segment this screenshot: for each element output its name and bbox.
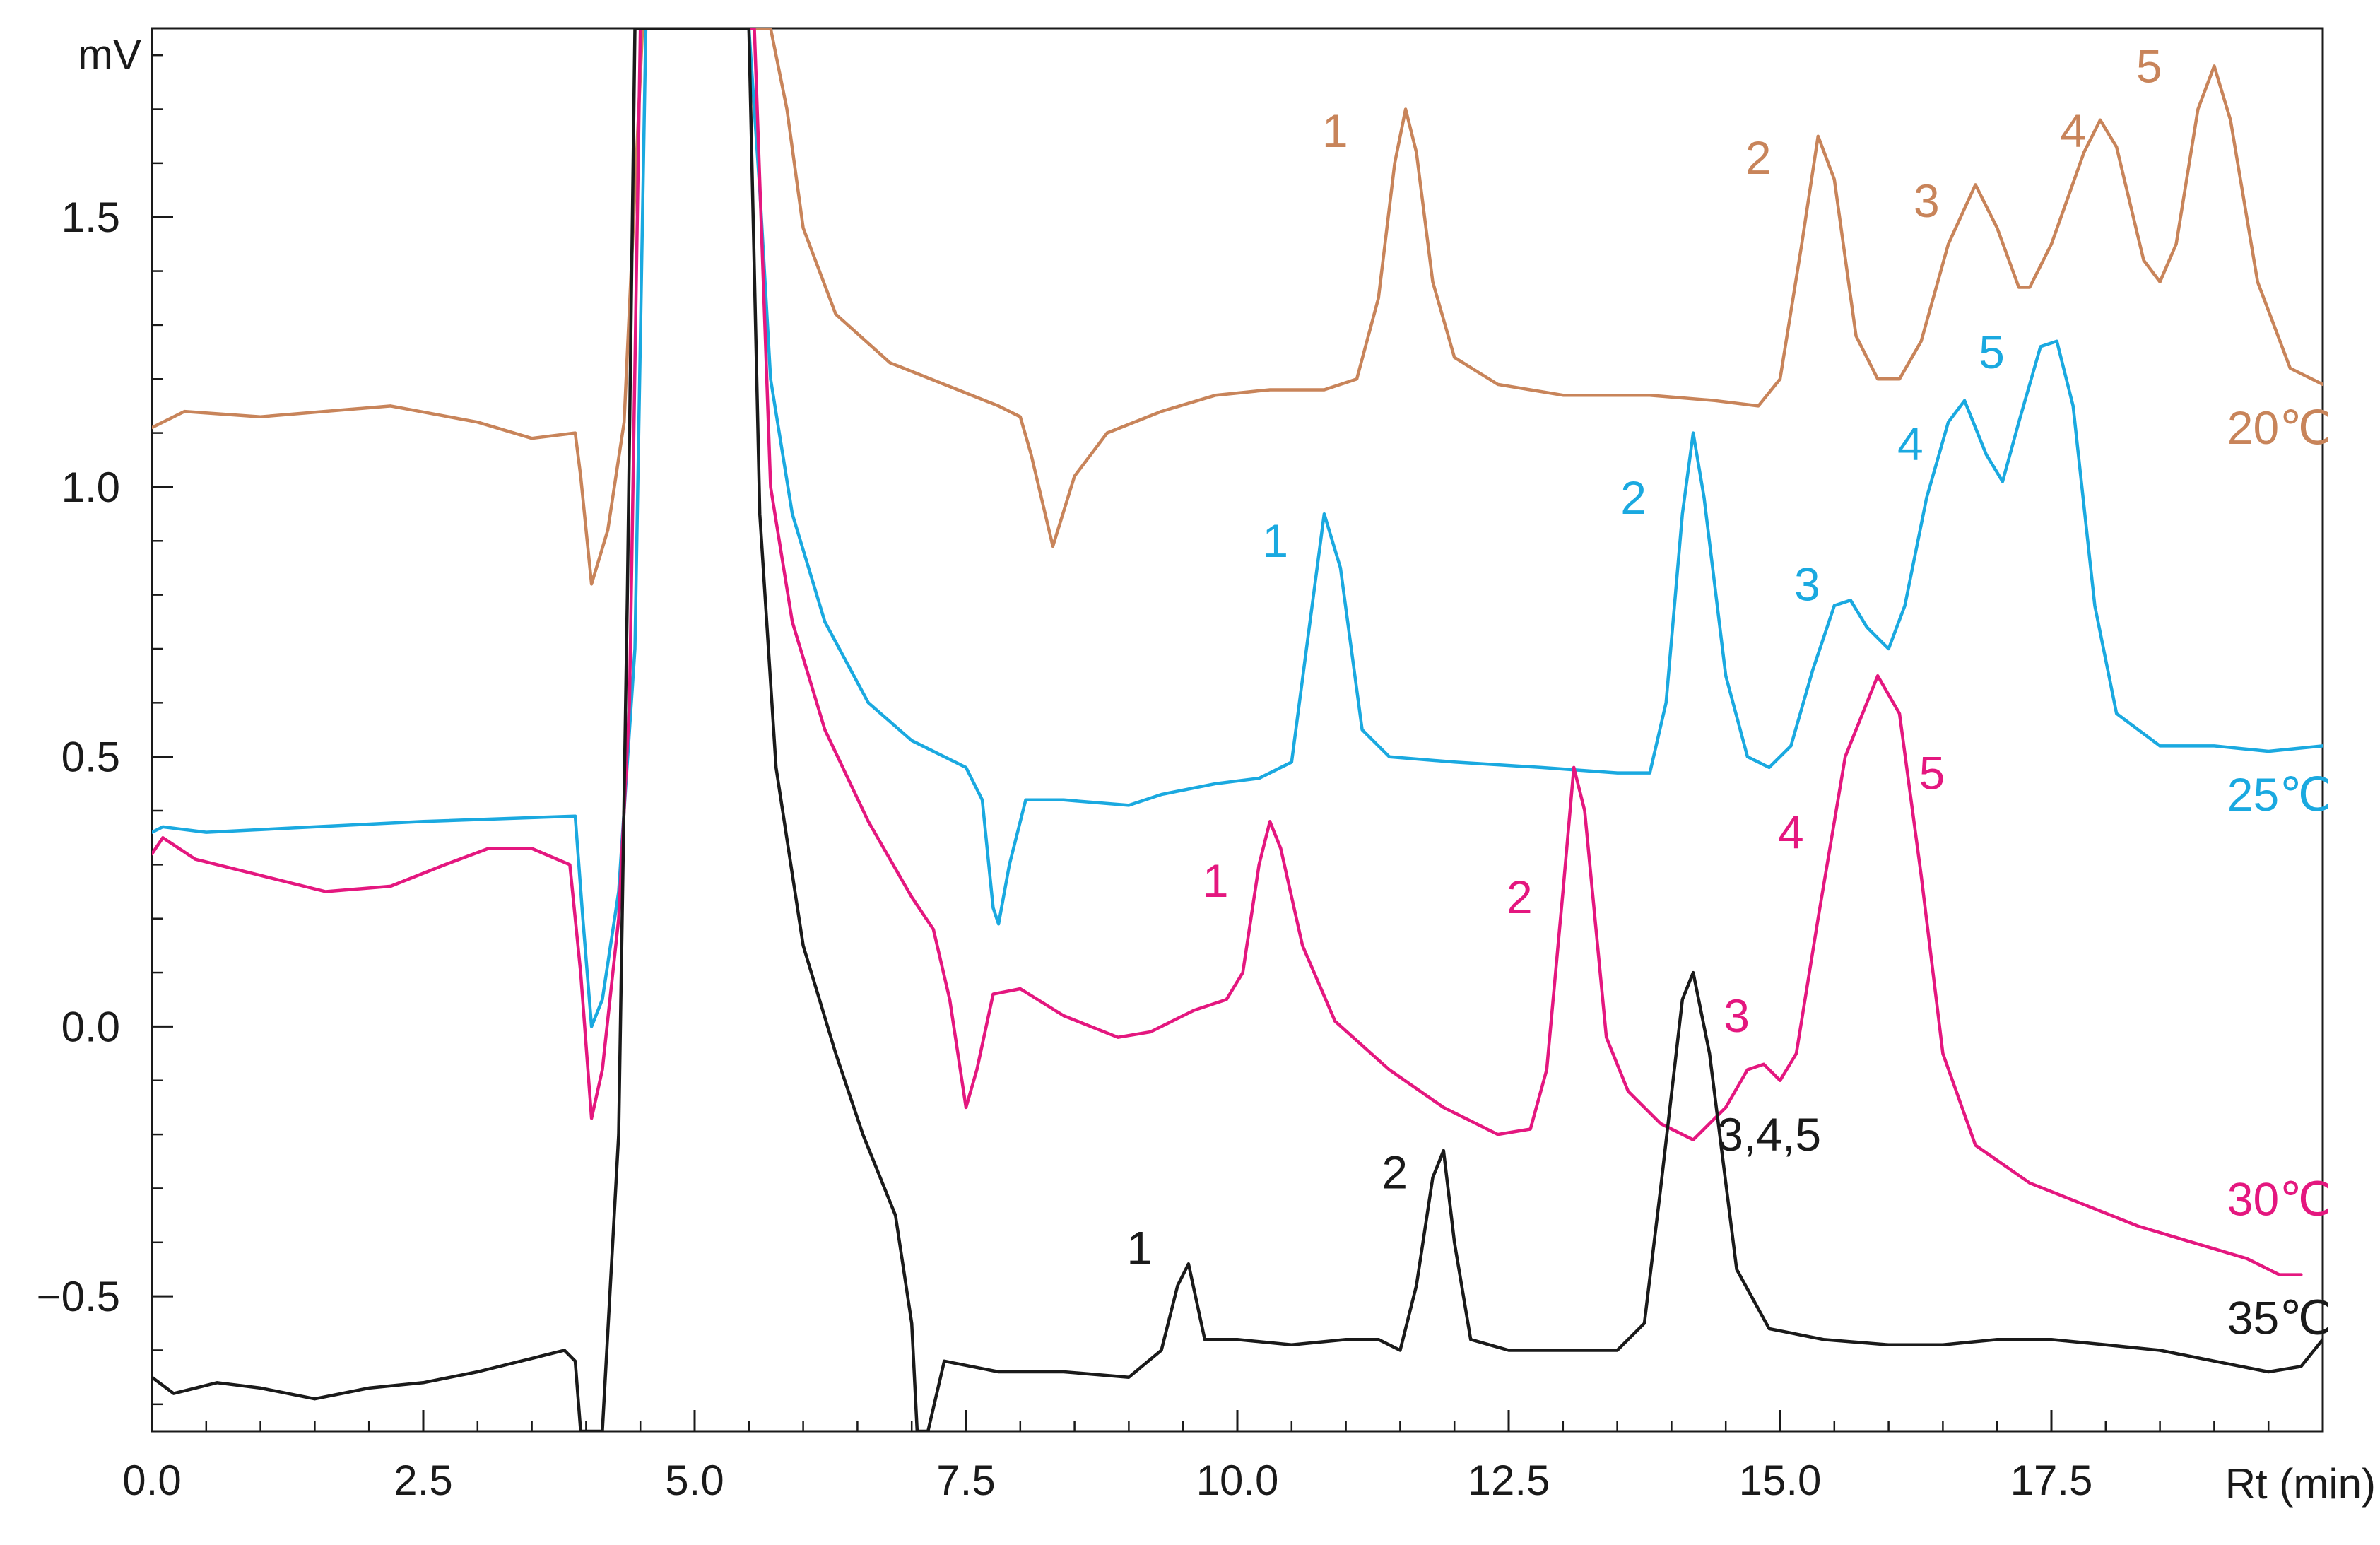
peak-label: 2 <box>1745 131 1772 184</box>
y-tick-label: 1.5 <box>61 194 120 241</box>
peak-label: 4 <box>2060 105 2086 157</box>
peak-label: 3 <box>1724 989 1750 1042</box>
x-tick-label: 7.5 <box>936 1457 995 1504</box>
series-line-1 <box>152 28 2323 586</box>
x-tick-label: 5.0 <box>665 1457 724 1504</box>
series-line-3 <box>152 28 2303 1276</box>
peak-label: 1 <box>1126 1221 1153 1274</box>
x-tick-label: 0.0 <box>122 1457 181 1504</box>
x-tick-label: 2.5 <box>394 1457 452 1504</box>
tick-layer: 0.0 2.5 5.0 7.5 10.0 12.5 15.0 17.5 1.5 1.0 0.5 0.0… <box>37 54 2270 1504</box>
y-axis-title: mV <box>78 31 141 78</box>
x-axis-title: Rt (min) <box>2225 1460 2376 1508</box>
peak-label: 5 <box>1919 746 1945 799</box>
x-tick-label: 17.5 <box>2010 1457 2093 1504</box>
series-line-2 <box>152 28 2323 1028</box>
peak-label: 5 <box>2136 40 2162 92</box>
peak-label: 3,4,5 <box>1717 1108 1821 1161</box>
peak-label: 2 <box>1620 471 1646 524</box>
x-tick-label: 15.0 <box>1739 1457 1822 1504</box>
temperature-label: 30℃ <box>2227 1173 2332 1226</box>
peak-label: 4 <box>1778 806 1804 858</box>
peak-label: 1 <box>1203 854 1229 907</box>
x-tick-label: 12.5 <box>1468 1457 1550 1504</box>
peak-label: 2 <box>1507 871 1533 923</box>
peak-label: 2 <box>1382 1146 1408 1198</box>
peak-label: 3 <box>1794 558 1820 610</box>
y-tick-label: −0.5 <box>37 1273 120 1320</box>
temperature-label: 25℃ <box>2227 768 2332 821</box>
temperature-label: 20℃ <box>2227 401 2332 454</box>
peak-label: 4 <box>1897 418 1924 470</box>
peak-label: 5 <box>1979 326 2005 378</box>
y-tick-label: 1.0 <box>61 464 120 511</box>
peak-label: 3 <box>1914 175 1940 227</box>
series-layer <box>152 28 2323 1431</box>
y-tick-label: 0.5 <box>61 734 120 781</box>
series-line-4 <box>152 28 2323 1431</box>
peak-label: 1 <box>1262 515 1288 567</box>
x-tick-label: 10.0 <box>1196 1457 1279 1504</box>
plot-frame <box>151 27 2324 1433</box>
y-tick-label: 0.0 <box>61 1003 120 1050</box>
temperature-label: 35℃ <box>2227 1292 2332 1344</box>
peak-label: 1 <box>1322 105 1348 157</box>
